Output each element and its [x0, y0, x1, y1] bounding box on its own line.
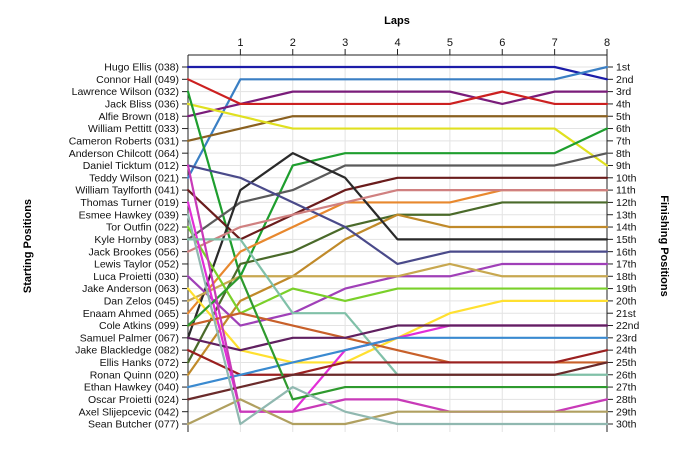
starting-position-label: Cameron Roberts (031) — [69, 135, 179, 147]
series-line-14 — [186, 164, 609, 266]
x-axis-title: Laps — [384, 15, 410, 27]
starting-position-label: Jack Brookes (056) — [89, 246, 179, 258]
finishing-position-label: 6th — [616, 123, 631, 135]
labels-group: Hugo Ellis (038)Connor Hall (049)Lawrenc… — [69, 62, 640, 431]
finishing-position-label: 14th — [616, 222, 637, 234]
finishing-position-label: 2nd — [616, 74, 634, 86]
finishing-position-label: 30th — [616, 419, 637, 431]
starting-position-label: Jack Bliss (036) — [105, 99, 179, 111]
series-line-12 — [186, 213, 609, 376]
starting-position-label: Connor Hall (049) — [96, 74, 179, 86]
starting-position-label: Jake Anderson (063) — [82, 283, 179, 295]
finishing-position-label: 20th — [616, 295, 637, 307]
finishing-position-label: 13th — [616, 209, 637, 221]
starting-position-label: Alfie Brown (018) — [98, 111, 179, 123]
finishing-position-label: 4th — [616, 99, 631, 111]
finishing-position-label: 15th — [616, 234, 637, 246]
starting-position-label: William Pettitt (033) — [88, 123, 179, 135]
starting-position-label: Anderson Chilcott (064) — [69, 148, 179, 160]
finishing-position-label: 1st — [616, 62, 630, 74]
starting-position-label: Tor Outfin (022) — [106, 222, 179, 234]
series-line-7 — [186, 90, 609, 278]
series-line-29 — [186, 398, 609, 426]
starting-position-label: Thomas Turner (019) — [80, 197, 179, 209]
finishing-position-label: 9th — [616, 160, 631, 172]
starting-position-label: Lawrence Wilson (032) — [72, 86, 179, 98]
finishing-position-label: 5th — [616, 111, 631, 123]
finishing-position-label: 8th — [616, 148, 631, 160]
finishing-position-label: 7th — [616, 135, 631, 147]
finishing-position-label: 3rd — [616, 86, 631, 98]
x-tick-label: 5 — [447, 37, 453, 49]
series-line-5 — [186, 115, 609, 142]
series-line-18 — [186, 225, 609, 315]
finishing-position-label: 27th — [616, 382, 637, 394]
series-line-1 — [186, 65, 609, 81]
series-line-24 — [186, 349, 609, 376]
series-line-6 — [186, 102, 609, 167]
starting-position-label: Luca Proietti (030) — [93, 271, 179, 283]
series-group — [186, 65, 609, 426]
starting-position-label: Sean Butcher (077) — [88, 419, 179, 431]
x-tick-label: 7 — [552, 37, 558, 49]
series-line-17 — [186, 262, 609, 302]
finishing-position-label: 25th — [616, 357, 637, 369]
starting-position-label: Ronan Quinn (020) — [90, 369, 179, 381]
starting-position-label: Ellis Hanks (072) — [100, 357, 179, 369]
finishing-position-label: 10th — [616, 172, 637, 184]
finishing-position-label: 19th — [616, 283, 637, 295]
finishing-position-label: 22nd — [616, 320, 640, 332]
series-line-8 — [186, 152, 609, 241]
series-line-13 — [186, 152, 609, 339]
starting-position-label: Kyle Hornby (083) — [94, 234, 179, 246]
starting-position-label: William Taylforth (041) — [75, 185, 179, 197]
starting-position-label: Ethan Hawkey (040) — [84, 382, 179, 394]
series-line-26 — [186, 275, 609, 401]
starting-position-label: Lewis Taylor (052) — [94, 259, 179, 271]
finishing-position-label: 29th — [616, 406, 637, 418]
right-axis-title: Finishing Positions — [658, 195, 670, 296]
finishing-position-label: 24th — [616, 345, 637, 357]
left-axis-title: Starting Positions — [22, 199, 34, 293]
series-line-4 — [186, 78, 609, 106]
starting-position-label: Teddy Wilson (021) — [89, 172, 179, 184]
starting-position-label: Dan Zelos (045) — [104, 295, 179, 307]
starting-position-label: Axel Slijepcevic (042) — [79, 406, 179, 418]
x-tick-label: 8 — [604, 37, 610, 49]
starting-position-label: Esmee Hawkey (039) — [79, 209, 179, 221]
series-line-2 — [186, 65, 609, 179]
series-line-15 — [186, 189, 609, 253]
starting-position-label: Enaam Ahmed (065) — [83, 308, 179, 320]
series-line-30 — [186, 213, 609, 426]
finishing-position-label: 17th — [616, 259, 637, 271]
series-line-25 — [186, 336, 609, 389]
finishing-position-label: 12th — [616, 197, 637, 209]
finishing-position-label: 21st — [616, 308, 636, 320]
finishing-position-label: 26th — [616, 369, 637, 381]
x-tick-label: 6 — [499, 37, 505, 49]
series-line-23 — [186, 324, 609, 352]
finishing-position-label: 16th — [616, 246, 637, 258]
starting-position-label: Cole Atkins (099) — [99, 320, 179, 332]
finishing-position-label: 11th — [616, 185, 636, 197]
finishing-position-label: 28th — [616, 394, 637, 406]
starting-position-label: Hugo Ellis (038) — [104, 62, 179, 74]
series-line-3 — [186, 90, 609, 118]
starting-position-label: Daniel Ticktum (012) — [83, 160, 179, 172]
x-tick-label: 4 — [394, 37, 400, 49]
starting-position-label: Samuel Palmer (067) — [80, 332, 179, 344]
x-tick-label: 3 — [342, 37, 348, 49]
finishing-position-label: 23rd — [616, 332, 637, 344]
finishing-position-label: 18th — [616, 271, 637, 283]
starting-position-label: Oscar Proietti (024) — [88, 394, 179, 406]
x-tick-label: 1 — [237, 37, 243, 49]
starting-position-label: Jake Blackledge (082) — [75, 345, 179, 357]
x-tick-label: 2 — [290, 37, 296, 49]
series-line-27 — [186, 361, 609, 401]
series-line-11 — [186, 176, 609, 241]
